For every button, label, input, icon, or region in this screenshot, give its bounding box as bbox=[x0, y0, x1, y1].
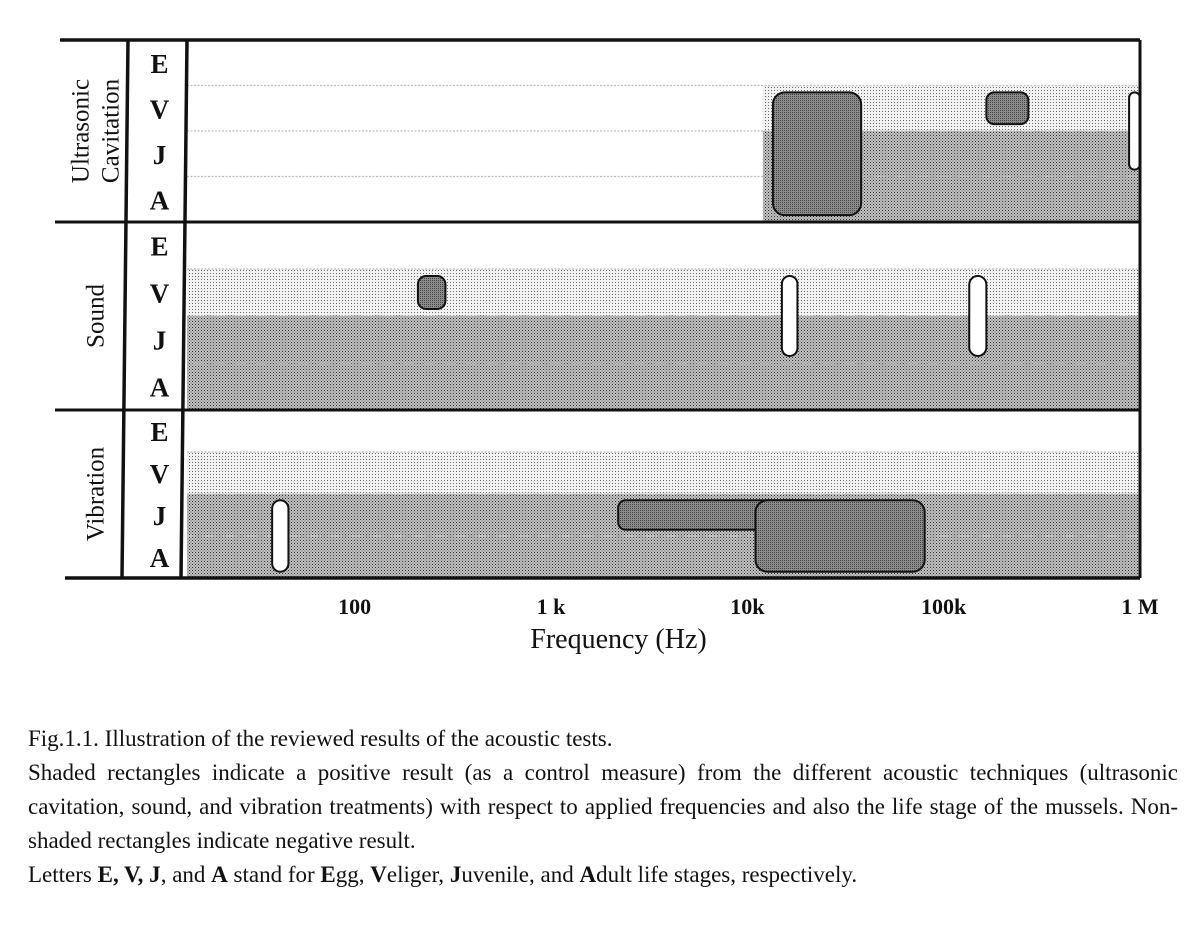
frame-letter-left bbox=[120, 39, 130, 579]
stage-juvenile-initial: J bbox=[449, 862, 462, 887]
negative-result bbox=[1128, 91, 1142, 171]
x-tick-label: 10k bbox=[730, 594, 765, 619]
positive-result bbox=[985, 91, 1030, 126]
group-label: Cavitation bbox=[98, 78, 125, 183]
stage-label: J bbox=[153, 501, 167, 531]
stage-label: A bbox=[150, 543, 170, 573]
tested-band bbox=[187, 363, 1140, 410]
positive-result bbox=[771, 91, 863, 217]
positive-result bbox=[416, 275, 447, 310]
x-tick-label: 100 bbox=[338, 594, 371, 619]
caption-legend-mid: stand for bbox=[227, 862, 321, 887]
caption-legend-and: , and bbox=[160, 862, 212, 887]
frame-plot-left bbox=[179, 39, 189, 579]
stage-adult-initial: A bbox=[579, 862, 597, 887]
stage-label: V bbox=[150, 279, 170, 309]
caption-legend-letter-a: A bbox=[211, 862, 228, 887]
figure-caption-body: Shaded rectangles indicate a positive re… bbox=[28, 756, 1178, 892]
positive-result bbox=[754, 499, 926, 573]
x-tick-label: 1 k bbox=[537, 594, 567, 619]
tested-band bbox=[187, 269, 1140, 316]
negative-result bbox=[968, 275, 988, 357]
stage-label: V bbox=[150, 94, 170, 124]
stage-label: A bbox=[150, 373, 170, 403]
x-axis-label: Frequency (Hz) bbox=[530, 624, 706, 655]
stage-juvenile-rest: uvenile, and bbox=[461, 862, 580, 887]
stage-veliger-rest: eliger, bbox=[386, 862, 450, 887]
stage-label: E bbox=[150, 417, 168, 447]
x-tick-label: 100k bbox=[921, 594, 967, 619]
figure-caption-title: Fig.1.1. Illustration of the reviewed re… bbox=[28, 726, 613, 751]
stage-label: E bbox=[150, 232, 168, 262]
group-label: Sound bbox=[83, 284, 110, 348]
stage-veliger-initial: V bbox=[370, 862, 387, 887]
stage-label: J bbox=[153, 140, 167, 170]
caption-description: Shaded rectangles indicate a positive re… bbox=[28, 760, 1178, 853]
stage-label: E bbox=[150, 49, 168, 79]
results bbox=[271, 91, 1142, 573]
stage-label: A bbox=[150, 185, 170, 215]
group-label: Ultrasonic bbox=[68, 79, 95, 183]
group-label: Vibration bbox=[83, 446, 110, 541]
tested-band bbox=[187, 536, 1140, 578]
stage-label: V bbox=[150, 459, 170, 489]
stage-egg-rest: gg, bbox=[335, 862, 371, 887]
stage-label: J bbox=[153, 326, 167, 356]
negative-result bbox=[271, 499, 290, 573]
stage-egg-initial: E bbox=[320, 862, 336, 887]
x-tick-label: 1 M bbox=[1121, 594, 1159, 619]
caption-legend-prefix: Letters bbox=[28, 862, 98, 887]
tested-band bbox=[187, 316, 1140, 363]
stage-adult-rest: dult life stages, respectively. bbox=[596, 862, 858, 887]
caption-legend-letters: E, V, J bbox=[97, 862, 161, 887]
chart-frame bbox=[55, 38, 1142, 580]
tested-band bbox=[187, 452, 1140, 494]
negative-result bbox=[780, 275, 799, 357]
